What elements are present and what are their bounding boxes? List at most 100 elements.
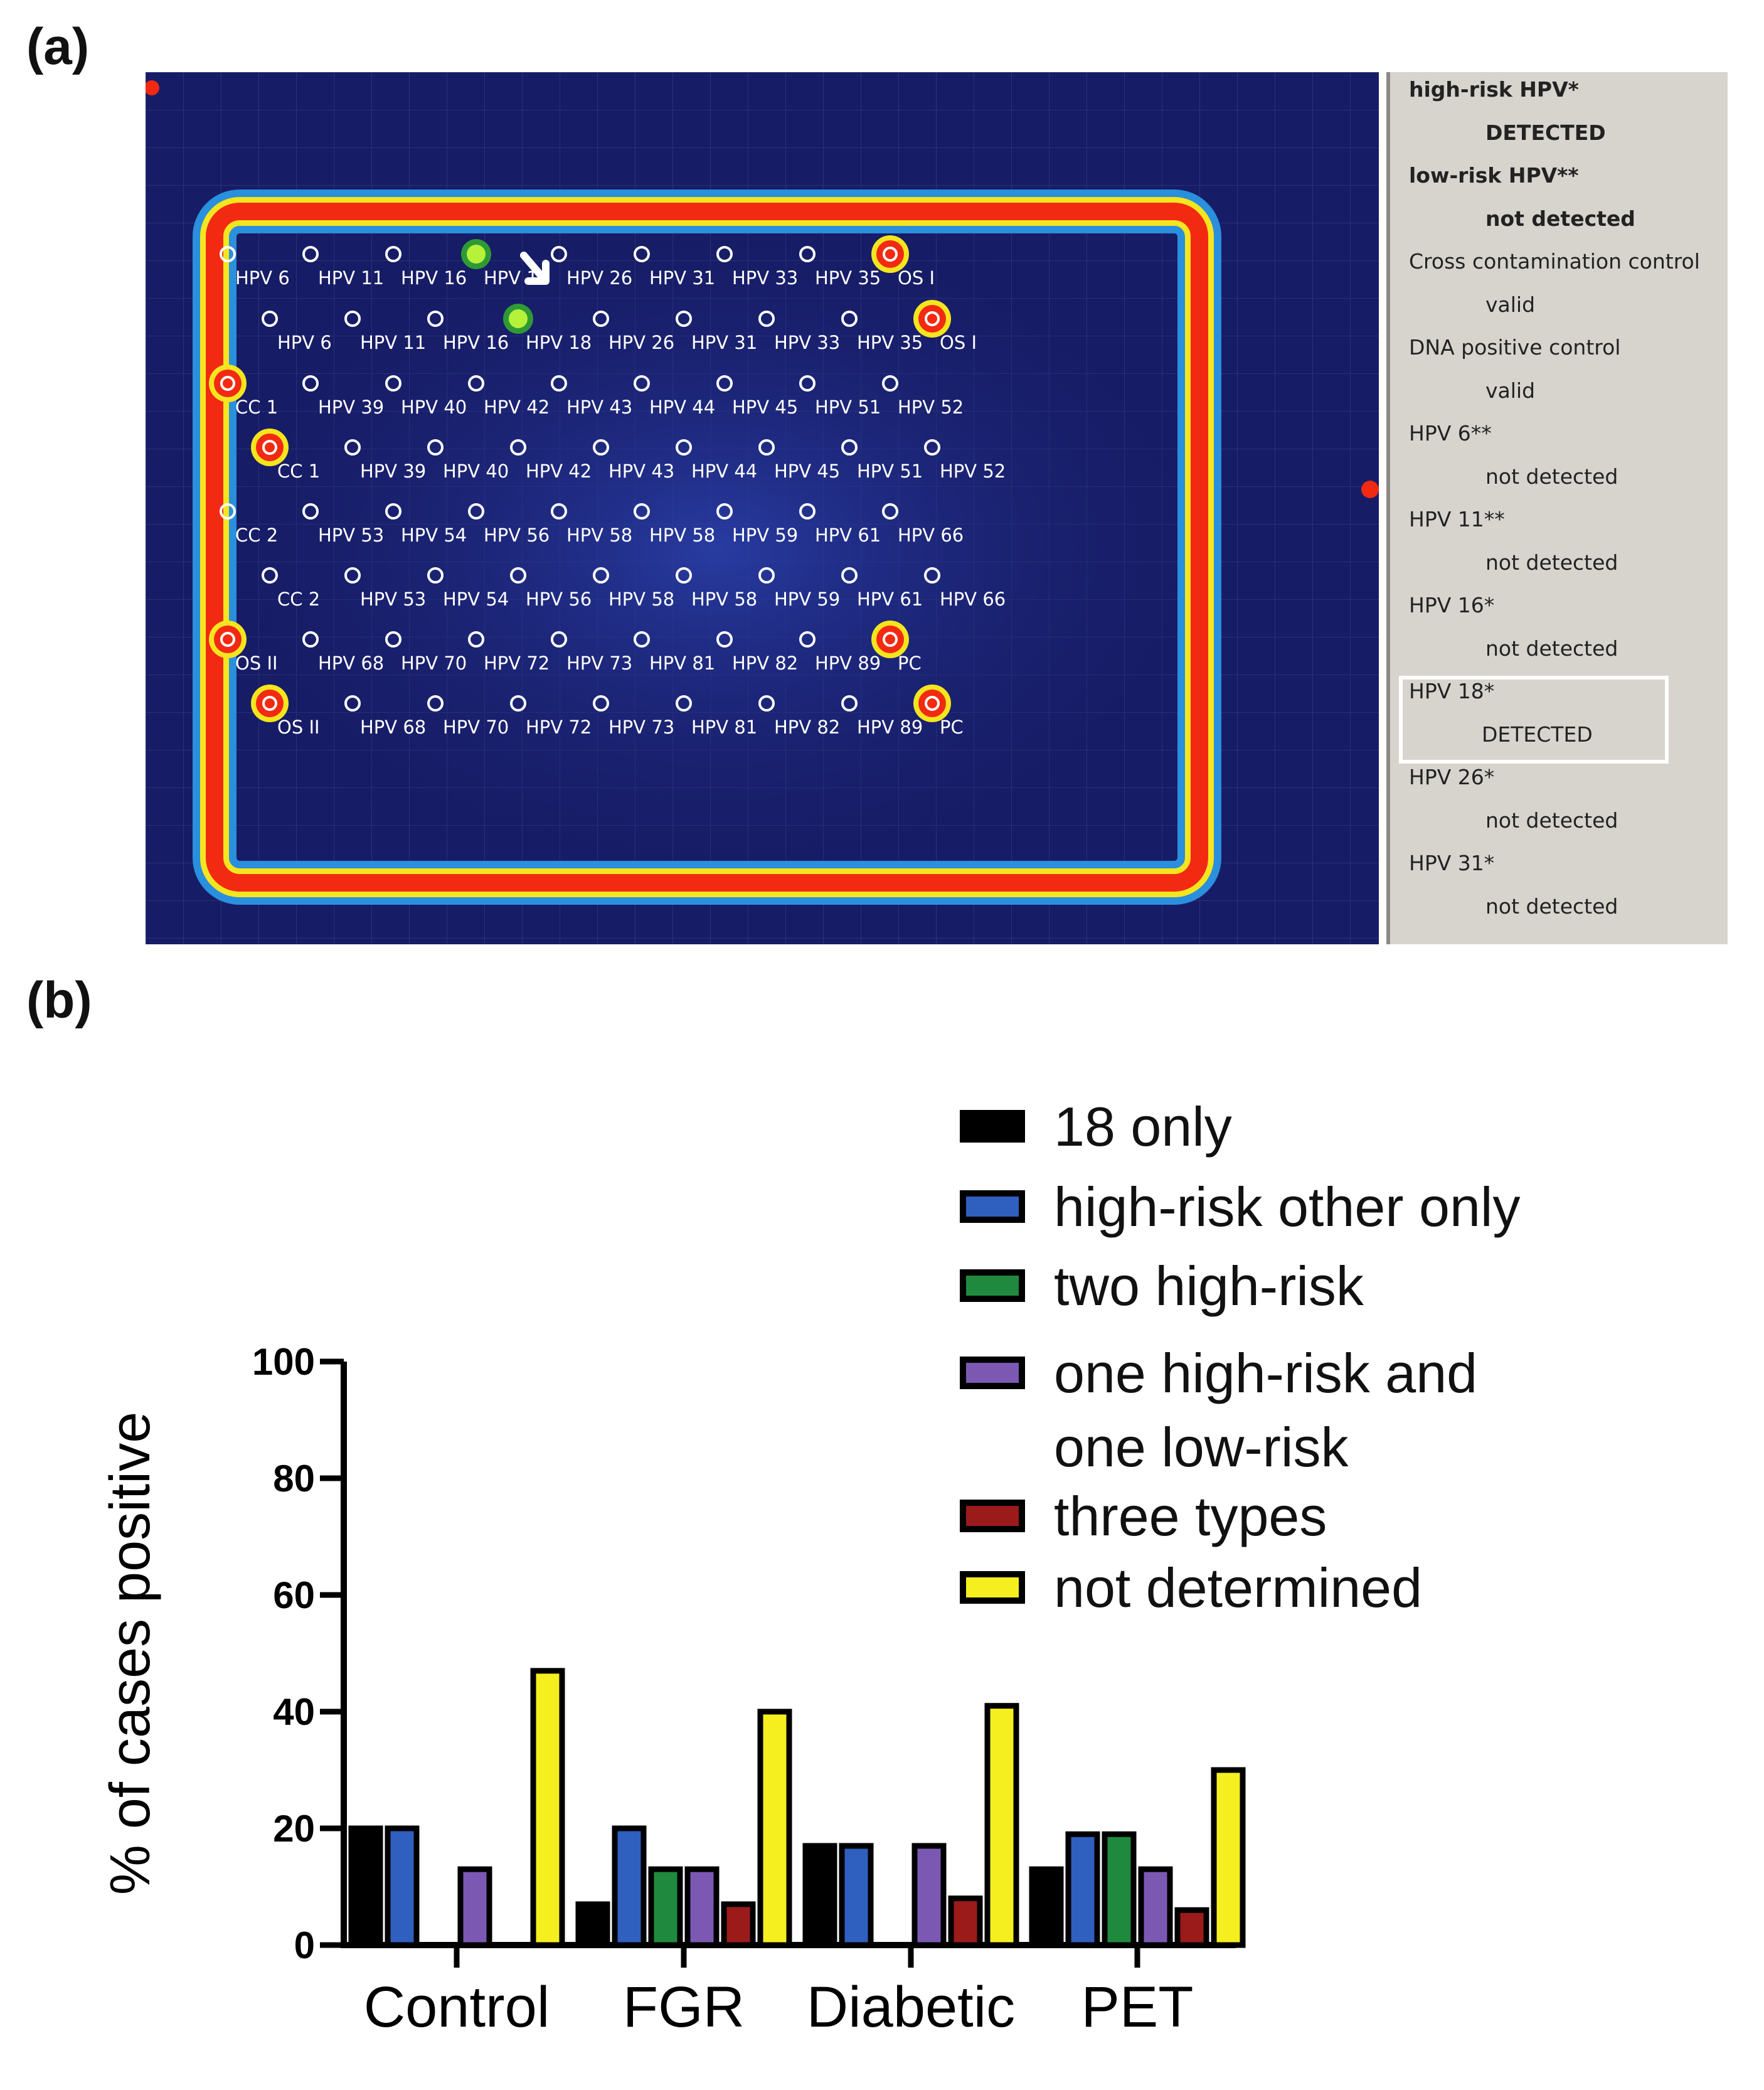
array-spot-label: PC [940, 717, 964, 738]
array-spot [468, 503, 484, 520]
result-name: low-risk HPV** [1409, 163, 1579, 188]
array-spot-label: HPV 54 [401, 525, 467, 546]
array-spot-label: HPV 82 [774, 717, 840, 738]
array-spot-label: HPV 39 [360, 461, 426, 482]
array-spot-label: HPV 18 [526, 332, 592, 353]
category-label: Control [364, 1975, 550, 2039]
array-spot-label: OS I [898, 267, 935, 289]
array-spot [841, 439, 858, 456]
array-spot [593, 439, 609, 456]
array-spot-label: CC 2 [277, 589, 320, 610]
y-tick-label: 0 [294, 1924, 315, 1966]
array-spot [716, 503, 733, 520]
array-spot-label: HPV 33 [774, 332, 840, 353]
category-label: FGR [623, 1975, 745, 2039]
array-spot [758, 439, 775, 456]
legend-label: high-risk other only [1054, 1176, 1521, 1238]
y-axis-label: % of cases positive [99, 1412, 162, 1895]
array-spot [262, 567, 278, 584]
array-spot-label: HPV 89 [857, 717, 923, 738]
array-spot-label: HPV 81 [649, 653, 715, 674]
array-spot [551, 246, 567, 262]
array-spot [302, 503, 319, 520]
array-spot-label: HPV 16 [401, 267, 467, 289]
array-spot-label: HPV 31 [649, 267, 715, 289]
array-spot-label: HPV 82 [732, 653, 798, 674]
array-spot [758, 311, 775, 327]
spot-ring [220, 632, 235, 647]
array-spot [716, 375, 733, 392]
array-spot-label: HPV 81 [691, 717, 757, 738]
array-spot [593, 567, 609, 584]
bar-one-high-risk-and-one-low-risk [911, 1843, 947, 1948]
microarray-scan-image: HPV 6 HPV 11 HPV 16 HPV 18 HPV 26 HPV 31 HPV 3… [146, 72, 1379, 944]
array-spot-label: HPV 68 [318, 653, 384, 674]
array-spot-label: HPV 51 [815, 397, 881, 418]
array-spot-label: HPV 70 [401, 653, 467, 674]
y-tick-label: 40 [273, 1691, 315, 1733]
array-spot-label: HPV 58 [649, 525, 715, 546]
array-spot-label: OS II [235, 653, 278, 674]
array-spot-label: HPV 54 [443, 589, 509, 610]
array-spot-label: HPV 72 [526, 717, 592, 738]
array-spot-label: HPV 73 [566, 653, 632, 674]
array-spot-label: HPV 66 [940, 589, 1006, 610]
array-spot-label: HPV 59 [732, 525, 798, 546]
bar-high-risk-other-only [839, 1843, 874, 1948]
array-spot-label: HPV 35 [815, 267, 881, 289]
legend-label: not determined [1054, 1557, 1423, 1619]
array-spot [676, 567, 692, 584]
array-spot-label: HPV 45 [774, 461, 840, 482]
array-spot-label: HPV 56 [526, 589, 592, 610]
array-spot-label: HPV 40 [443, 461, 509, 482]
y-tick-label: 20 [273, 1808, 315, 1850]
array-spot [468, 375, 484, 392]
bar-one-high-risk-and-one-low-risk [457, 1866, 492, 1948]
result-status: not detected [1485, 808, 1618, 833]
array-spot [551, 631, 567, 648]
result-status: not detected [1485, 636, 1618, 661]
array-spot [841, 695, 858, 712]
array-spot [262, 311, 278, 327]
array-spot-label: OS I [940, 332, 977, 353]
bar-high-risk-other-only [385, 1825, 420, 1948]
array-spot-label: HPV 11 [360, 332, 426, 353]
legend-swatch [960, 1110, 1025, 1143]
bar-18-only [1029, 1866, 1064, 1948]
legend-label: one high-risk and [1054, 1342, 1478, 1404]
positive-control-spot-core [918, 690, 946, 717]
array-spot-label: HPV 53 [318, 525, 384, 546]
result-name: HPV 26* [1409, 765, 1495, 789]
array-spot [551, 375, 567, 392]
array-spot [427, 439, 444, 456]
array-spot [924, 439, 940, 456]
array-spot [799, 631, 816, 648]
bar-not-determined [530, 1668, 565, 1948]
array-spot-label: HPV 40 [401, 397, 467, 418]
array-spot-label: HPV 35 [857, 332, 923, 353]
results-panel: high-risk HPV* DETECTED low-risk HPV** not … [1386, 72, 1728, 944]
result-status: not detected [1485, 550, 1618, 575]
bar-high-risk-other-only [1065, 1831, 1100, 1948]
result-status: DETECTED [1482, 722, 1593, 747]
frame-inner-ring [206, 203, 1208, 892]
array-spot [716, 246, 733, 262]
array-spot-label: HPV 44 [691, 461, 757, 482]
spot-ring [925, 696, 940, 711]
bar-18-only [348, 1825, 383, 1948]
array-spot [716, 631, 733, 648]
array-spot-label: HPV 61 [815, 525, 881, 546]
array-spot [634, 631, 650, 648]
bar-two-high-risk [648, 1866, 683, 1948]
result-name: HPV 6** [1409, 421, 1492, 445]
array-spot-label: HPV 26 [566, 267, 632, 289]
array-spot-labels: HPV 6 HPV 11 HPV 16 HPV 18 HPV 26 HPV 31 HPV 3… [235, 267, 1006, 738]
legend-label: three types [1054, 1485, 1327, 1547]
array-spot [634, 503, 650, 520]
array-spot-label: HPV 42 [484, 397, 550, 418]
array-spot [344, 311, 361, 327]
positive-control-spot-core [214, 370, 242, 397]
positive-control-spot-core [214, 626, 242, 653]
array-spot-label: HPV 58 [608, 589, 674, 610]
result-name: HPV 18* [1409, 679, 1495, 703]
